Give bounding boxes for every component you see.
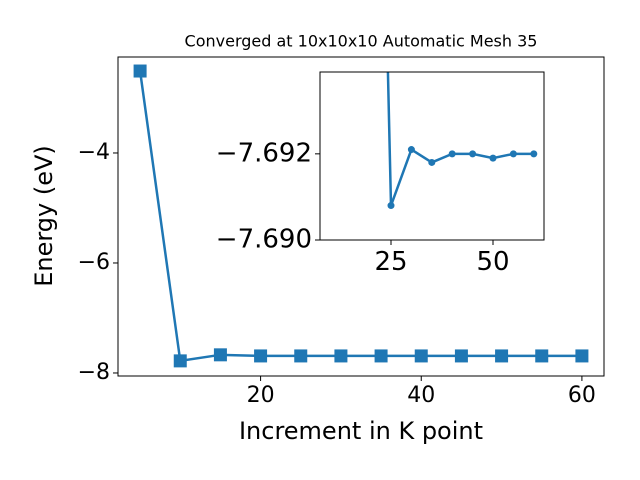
axes-frame — [117, 56, 605, 377]
plot-area — [320, 72, 544, 240]
axes-frame — [319, 71, 545, 241]
x-tick-label: 60 — [568, 383, 596, 408]
marker — [495, 349, 509, 363]
marker — [575, 349, 589, 363]
marker — [428, 158, 436, 166]
x-tick-label: 50 — [476, 247, 509, 277]
y-tick-label: −7.690 — [216, 225, 312, 255]
x-tick-label: 25 — [374, 247, 407, 277]
data-line — [138, 70, 582, 363]
plot-clip — [386, 72, 538, 210]
marker — [509, 150, 517, 158]
x-tick-label: 40 — [407, 383, 435, 408]
y-tick-label: −7.692 — [216, 138, 312, 168]
marker — [535, 349, 549, 363]
marker — [213, 348, 227, 362]
marker — [469, 150, 477, 158]
marker — [407, 146, 415, 154]
chart-title: Converged at 10x10x10 Automatic Mesh 35 — [185, 32, 538, 51]
marker — [254, 349, 268, 363]
marker — [334, 349, 348, 363]
marker — [173, 354, 187, 368]
marker — [414, 349, 428, 363]
marker — [294, 349, 308, 363]
marker — [387, 202, 395, 210]
marker — [448, 150, 456, 158]
marker — [374, 349, 388, 363]
x-tick-label: 20 — [247, 383, 275, 408]
y-tick-label: −8 — [78, 360, 110, 385]
marker — [489, 154, 497, 162]
y-tick-label: −6 — [78, 250, 110, 275]
plot-clip — [133, 64, 589, 368]
y-tick-label: −4 — [78, 140, 110, 165]
x-axis-label: Increment in K point — [239, 417, 483, 445]
marker — [530, 150, 538, 158]
y-axis-label: Energy (eV) — [30, 145, 58, 287]
marker — [454, 349, 468, 363]
marker — [133, 64, 147, 78]
